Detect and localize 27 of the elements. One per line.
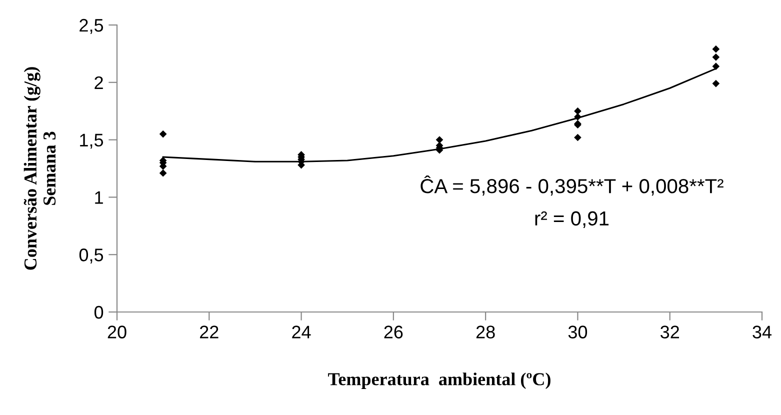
x-tick-label: 24 — [292, 326, 311, 338]
x-tick-label: 20 — [108, 326, 126, 338]
y-tick-label: 2,5 — [80, 18, 104, 34]
y-axis-title: Conversão Alimentar (g/g) Semana 3 — [24, 67, 56, 270]
y-tick-label: 1 — [95, 191, 103, 204]
y-tick-label: 0,5 — [79, 248, 104, 264]
point — [712, 62, 720, 70]
point — [159, 130, 167, 138]
y-tick-label: 0 — [94, 306, 104, 319]
point — [712, 80, 720, 88]
x-tick-label: 28 — [476, 326, 495, 338]
point — [574, 134, 582, 142]
annotation: r² = 0,91 — [535, 211, 609, 228]
x-tick-label: 30 — [568, 326, 588, 338]
point — [712, 53, 720, 61]
point — [159, 169, 167, 177]
y-tick-label: 2 — [94, 76, 103, 89]
x-axis-title: Temperatura ambiental (ºC) — [328, 372, 550, 389]
point — [574, 113, 582, 121]
x-tick-label: 32 — [660, 326, 679, 338]
x-tick-label: 34 — [752, 326, 772, 338]
point — [574, 107, 582, 115]
y-tick-label: 1,5 — [80, 134, 104, 149]
x-tick-label: 26 — [384, 326, 403, 338]
point — [712, 45, 720, 53]
x-tick-label: 22 — [200, 326, 218, 338]
annotation: ĈA = 5,896 - 0,395**T + 0,008**T² — [420, 175, 724, 196]
